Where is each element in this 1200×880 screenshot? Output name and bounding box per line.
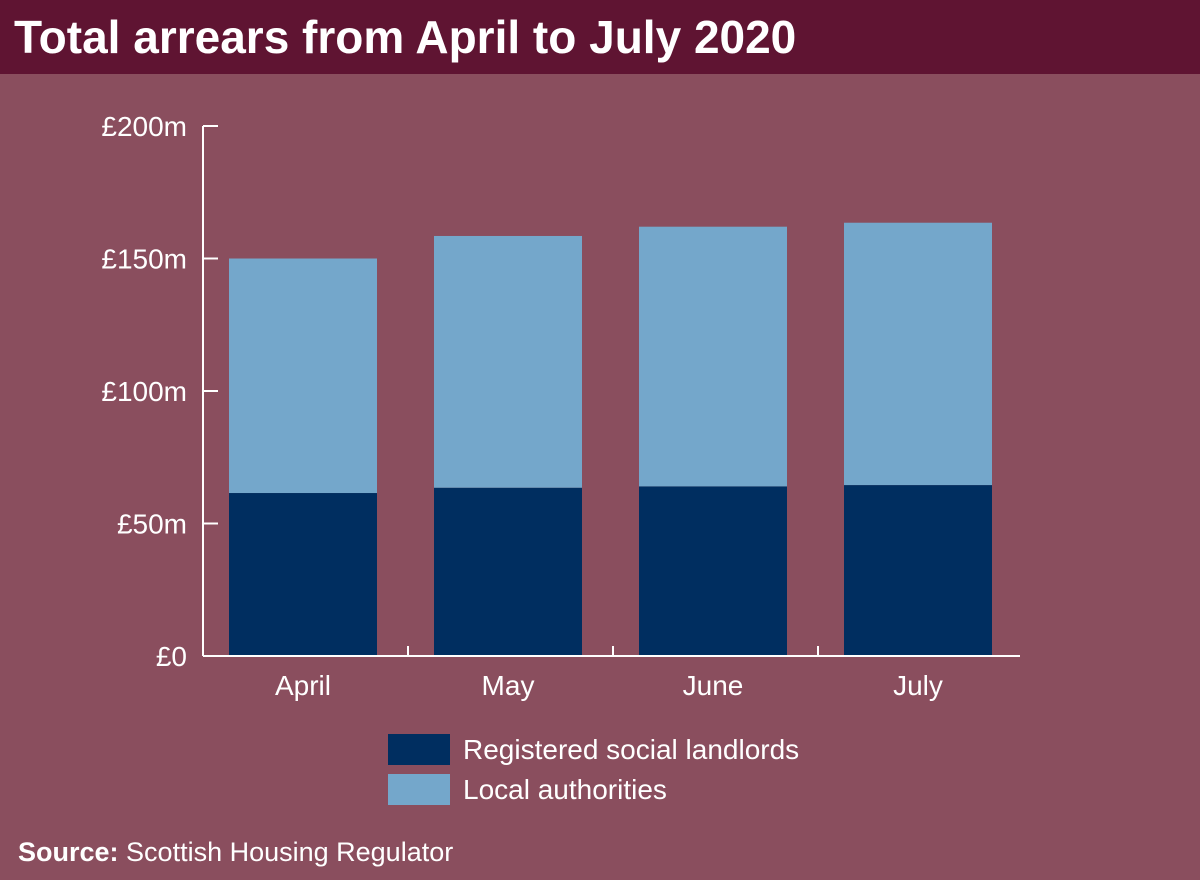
y-tick-label: £0 (156, 641, 187, 672)
bar-june-series-1 (639, 486, 787, 656)
legend-swatch-1 (388, 734, 450, 765)
bar-may-series-2 (434, 235, 582, 488)
axes-group: April May June July £0 £50m £100m £150m £200m (101, 111, 1020, 701)
legend-label-2: Local authorities (463, 774, 667, 805)
x-tick-label: May (482, 670, 535, 701)
bars-group (229, 222, 992, 656)
y-tick-label: £150m (101, 244, 187, 275)
x-tick-label: April (275, 670, 331, 701)
legend-swatch-2 (388, 774, 450, 805)
x-tick-label: July (893, 670, 943, 701)
bar-july-series-1 (844, 485, 992, 656)
source-note: Source: Scottish Housing Regulator (18, 832, 453, 872)
y-tick-label: £100m (101, 376, 187, 407)
bar-april-series-2 (229, 258, 377, 494)
bar-may-series-1 (434, 487, 582, 656)
x-tick-label: June (683, 670, 744, 701)
bar-july-series-2 (844, 222, 992, 486)
legend-label-1: Registered social landlords (463, 734, 799, 765)
source-label: Source: (18, 837, 119, 867)
bar-june-series-2 (639, 226, 787, 487)
bar-april-series-1 (229, 493, 377, 656)
chart-title: Total arrears from April to July 2020 (14, 11, 797, 63)
title-bar: Total arrears from April to July 2020 (0, 0, 1200, 74)
y-tick-label: £200m (101, 111, 187, 142)
legend: Registered social landlords Local authori… (388, 734, 799, 805)
source-text: Scottish Housing Regulator (126, 837, 454, 867)
y-tick-label: £50m (117, 509, 187, 540)
stacked-bar-chart: April May June July £0 £50m £100m £150m £200m Re… (101, 111, 1020, 805)
